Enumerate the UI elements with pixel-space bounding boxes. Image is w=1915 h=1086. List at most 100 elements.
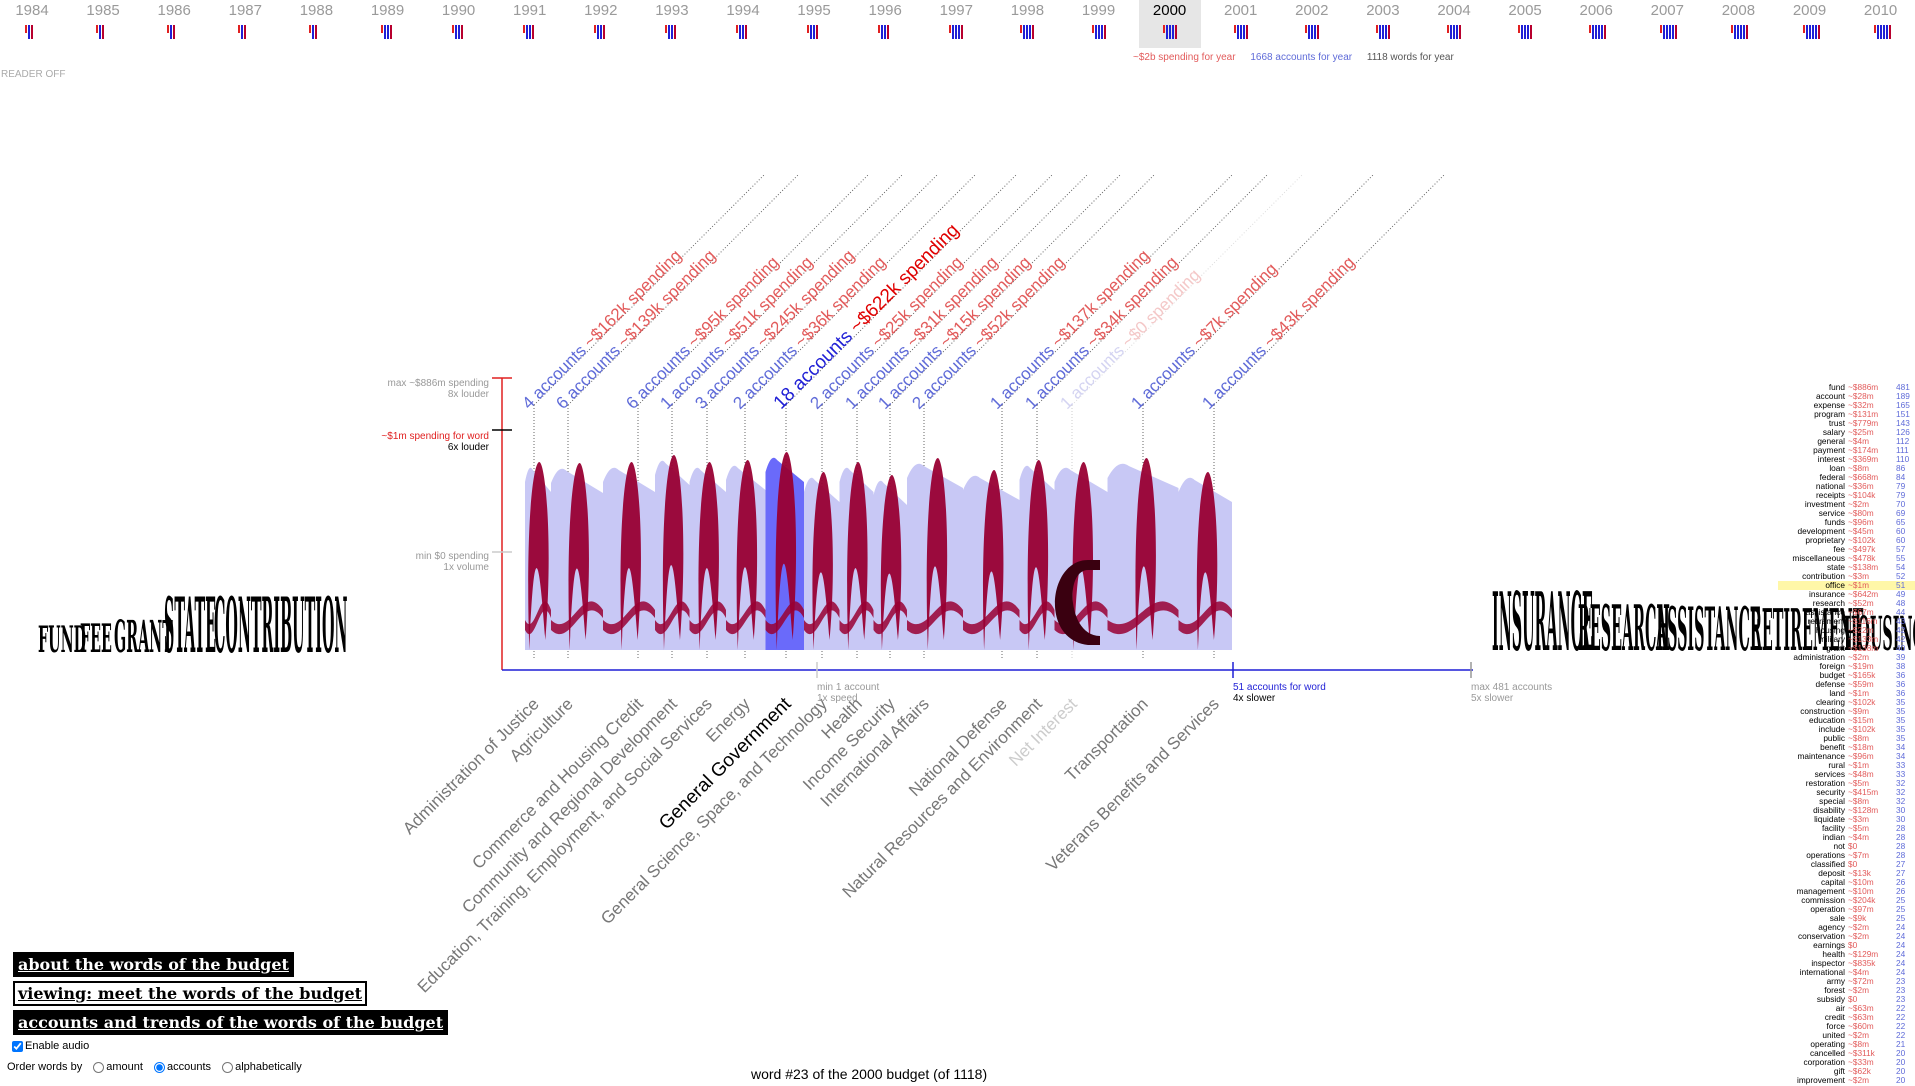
word-list-row[interactable]: services ~$48m 33 [1778, 770, 1915, 779]
year-1985[interactable]: 1985 [72, 0, 134, 48]
word-list-row[interactable]: grant ~$138m 40 [1778, 644, 1915, 653]
word-list-row[interactable]: cancelled ~$311k 20 [1778, 1049, 1915, 1058]
year-1995[interactable]: 1995 [783, 0, 845, 48]
year-2000[interactable]: 2000 [1138, 0, 1201, 48]
order-amount-radio[interactable] [93, 1061, 105, 1073]
year-1994[interactable]: 1994 [712, 0, 774, 48]
word-list-row[interactable]: management ~$10m 26 [1778, 887, 1915, 896]
year-1986[interactable]: 1986 [143, 0, 205, 48]
word-list-row[interactable]: credit ~$63m 22 [1778, 1013, 1915, 1022]
word-list-row[interactable]: education ~$15m 35 [1778, 716, 1915, 725]
word-list-row[interactable]: restoration ~$5m 32 [1778, 779, 1915, 788]
year-2010[interactable]: 2010 [1850, 0, 1912, 48]
word-list-row[interactable]: public ~$8m 35 [1778, 734, 1915, 743]
word-list-row[interactable]: foreign ~$19m 38 [1778, 662, 1915, 671]
word-list-row[interactable]: corporation ~$33m 20 [1778, 1058, 1915, 1067]
year-1988[interactable]: 1988 [285, 0, 347, 48]
next-word[interactable]: ASSISTANCE [1656, 595, 1761, 665]
word-list-row[interactable]: forest ~$2m 23 [1778, 986, 1915, 995]
word-list-row[interactable]: international ~$4m 24 [1778, 968, 1915, 977]
word-list-row[interactable]: fee ~$497k 57 [1778, 545, 1915, 554]
year-1998[interactable]: 1998 [996, 0, 1058, 48]
word-list-row[interactable]: service ~$80m 69 [1778, 509, 1915, 518]
word-list-row[interactable]: insurance ~$642m 49 [1778, 590, 1915, 599]
word-list-row[interactable]: gift ~$62k 20 [1778, 1067, 1915, 1076]
next-word[interactable]: INSURANCE [1492, 575, 1593, 670]
word-list-row[interactable]: interest ~$369m 110 [1778, 455, 1915, 464]
word-list-row[interactable]: budget ~$165k 36 [1778, 671, 1915, 680]
word-list-row[interactable]: administration ~$2m 39 [1778, 653, 1915, 662]
word-list-row[interactable]: development ~$45m 60 [1778, 527, 1915, 536]
year-2007[interactable]: 2007 [1636, 0, 1698, 48]
word-list-row[interactable]: trust ~$779m 143 [1778, 419, 1915, 428]
order-alpha-radio[interactable] [222, 1061, 234, 1073]
next-word[interactable]: RESEARCH [1578, 592, 1670, 665]
word-list-row[interactable]: liquidate ~$3m 30 [1778, 815, 1915, 824]
year-1993[interactable]: 1993 [641, 0, 703, 48]
previous-word[interactable]: STATE [164, 581, 216, 670]
word-list-row[interactable]: inspector ~$835k 24 [1778, 959, 1915, 968]
next-word[interactable]: RETIREMENT [1750, 596, 1863, 663]
year-2005[interactable]: 2005 [1494, 0, 1556, 48]
word-list-row[interactable]: united ~$2m 22 [1778, 1031, 1915, 1040]
word-list-row[interactable]: health ~$129m 24 [1778, 950, 1915, 959]
word-list-row[interactable]: program ~$131m 151 [1778, 410, 1915, 419]
year-1984[interactable]: 1984 [1, 0, 63, 48]
word-list-row[interactable]: include ~$102k 35 [1778, 725, 1915, 734]
word-list-row[interactable]: contribution ~$3m 52 [1778, 572, 1915, 581]
word-list-row[interactable]: army ~$72m 23 [1778, 977, 1915, 986]
previous-word[interactable]: GRANT [114, 610, 173, 662]
word-list-row[interactable]: improvement ~$2m 20 [1778, 1076, 1915, 1085]
year-1991[interactable]: 1991 [499, 0, 561, 48]
reader-toggle[interactable]: READER OFF [1, 69, 66, 80]
word-list-row[interactable]: capital ~$10m 26 [1778, 878, 1915, 887]
year-1992[interactable]: 1992 [570, 0, 632, 48]
word-list-row[interactable]: operation ~$97m 25 [1778, 905, 1915, 914]
word-list-row[interactable]: operations ~$7m 28 [1778, 851, 1915, 860]
word-list-row[interactable]: subsidy $0 23 [1778, 995, 1915, 1004]
year-2001[interactable]: 2001 [1210, 0, 1272, 48]
next-word[interactable]: HOUSING [1844, 608, 1915, 662]
audio-checkbox[interactable] [12, 1040, 23, 1052]
word-list-row[interactable]: maintenance ~$96m 34 [1778, 752, 1915, 761]
word-list-row[interactable]: disability ~$128m 30 [1778, 806, 1915, 815]
word-list-row[interactable]: expense ~$32m 165 [1778, 401, 1915, 410]
year-1987[interactable]: 1987 [214, 0, 276, 48]
word-list-row[interactable]: sale ~$9k 25 [1778, 914, 1915, 923]
word-list-row[interactable]: military ~$133m 42 [1778, 635, 1915, 644]
word-list-row[interactable]: housing ~$22m 42 [1778, 626, 1915, 635]
word-list-row[interactable]: air ~$63m 22 [1778, 1004, 1915, 1013]
about-link[interactable]: about the words of the budget [13, 952, 294, 977]
year-2002[interactable]: 2002 [1281, 0, 1343, 48]
year-2006[interactable]: 2006 [1565, 0, 1627, 48]
word-list-row[interactable]: rural ~$1m 33 [1778, 761, 1915, 770]
word-list-row[interactable]: land ~$1m 36 [1778, 689, 1915, 698]
function-stat-label[interactable]: 1 accounts ~$0 spending [1056, 265, 1203, 412]
accounts-trends-link[interactable]: accounts and trends of the words of the … [13, 1010, 449, 1035]
word-list-row[interactable]: proprietary ~$102k 60 [1778, 536, 1915, 545]
word-list-row[interactable]: general ~$4m 112 [1778, 437, 1915, 446]
year-1989[interactable]: 1989 [357, 0, 419, 48]
word-list-row[interactable]: investment ~$2m 70 [1778, 500, 1915, 509]
word-list-row[interactable]: force ~$60m 22 [1778, 1022, 1915, 1031]
word-list-row[interactable]: classified $0 27 [1778, 860, 1915, 869]
word-list-row[interactable]: retirement ~$116m 43 [1778, 617, 1915, 626]
word-list-row[interactable]: funds ~$96m 65 [1778, 518, 1915, 527]
previous-word[interactable]: FUND [38, 618, 86, 661]
previous-word[interactable]: FEE [80, 615, 112, 661]
word-list-row[interactable]: payment ~$174m 111 [1778, 446, 1915, 455]
word-list-row[interactable]: defense ~$59m 36 [1778, 680, 1915, 689]
word-list-row[interactable]: federal ~$668m 84 [1778, 473, 1915, 482]
word-list-row[interactable]: facility ~$5m 28 [1778, 824, 1915, 833]
year-1999[interactable]: 1999 [1068, 0, 1130, 48]
word-list-row[interactable]: special ~$8m 32 [1778, 797, 1915, 806]
word-list-row[interactable]: not $0 28 [1778, 842, 1915, 851]
word-list-row[interactable]: miscellaneous ~$478k 55 [1778, 554, 1915, 563]
previous-word[interactable]: CONTRIBUTION [214, 581, 347, 670]
year-1997[interactable]: 1997 [925, 0, 987, 48]
word-list-row[interactable]: salary ~$25m 126 [1778, 428, 1915, 437]
word-list-row[interactable]: commission ~$204k 25 [1778, 896, 1915, 905]
word-list-row[interactable]: receipts ~$104k 79 [1778, 491, 1915, 500]
word-list-row[interactable]: national ~$36m 79 [1778, 482, 1915, 491]
order-accounts-radio[interactable] [154, 1061, 166, 1073]
